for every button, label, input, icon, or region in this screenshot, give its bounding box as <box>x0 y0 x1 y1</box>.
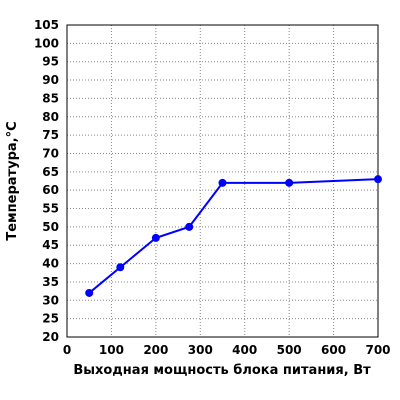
y-tick-label: 90 <box>42 73 59 87</box>
x-tick-label: 0 <box>63 343 71 357</box>
y-tick-label: 95 <box>42 55 59 69</box>
x-tick-label: 100 <box>99 343 124 357</box>
y-tick-label: 40 <box>42 257 59 271</box>
marker <box>85 288 94 297</box>
marker <box>374 175 382 184</box>
marker <box>285 178 294 187</box>
line <box>88 178 379 294</box>
y-tick-label: 75 <box>42 128 59 142</box>
marker <box>218 178 227 187</box>
y-tick-label: 60 <box>42 183 59 197</box>
y-tick-label: 25 <box>42 312 59 326</box>
y-tick-label: 55 <box>42 202 59 216</box>
x-tick-label: 500 <box>277 343 302 357</box>
x-tick-label: 200 <box>143 343 168 357</box>
y-tick-label: 70 <box>42 146 59 160</box>
marker <box>151 233 160 242</box>
y-tick-label: 105 <box>34 18 59 32</box>
marker <box>185 222 194 231</box>
x-tick-label: 300 <box>188 343 213 357</box>
marker <box>116 263 125 272</box>
y-tick-label: 30 <box>42 293 59 307</box>
y-tick-label: 50 <box>42 220 59 234</box>
y-tick-label: 20 <box>42 330 59 344</box>
y-tick-label: 65 <box>42 165 59 179</box>
y-tick-label: 100 <box>34 36 59 50</box>
y-tick-label: 80 <box>42 110 59 124</box>
y-tick-label: 85 <box>42 91 59 105</box>
x-axis-label: Выходная мощность блока питания, Вт <box>73 363 371 378</box>
y-tick-label: 35 <box>42 275 59 289</box>
y-tick-label: 45 <box>42 238 59 252</box>
x-tick-label: 600 <box>321 343 346 357</box>
x-tick-label: 700 <box>365 343 390 357</box>
x-tick-label: 400 <box>232 343 257 357</box>
y-axis-label: Температура,°C <box>5 121 20 240</box>
